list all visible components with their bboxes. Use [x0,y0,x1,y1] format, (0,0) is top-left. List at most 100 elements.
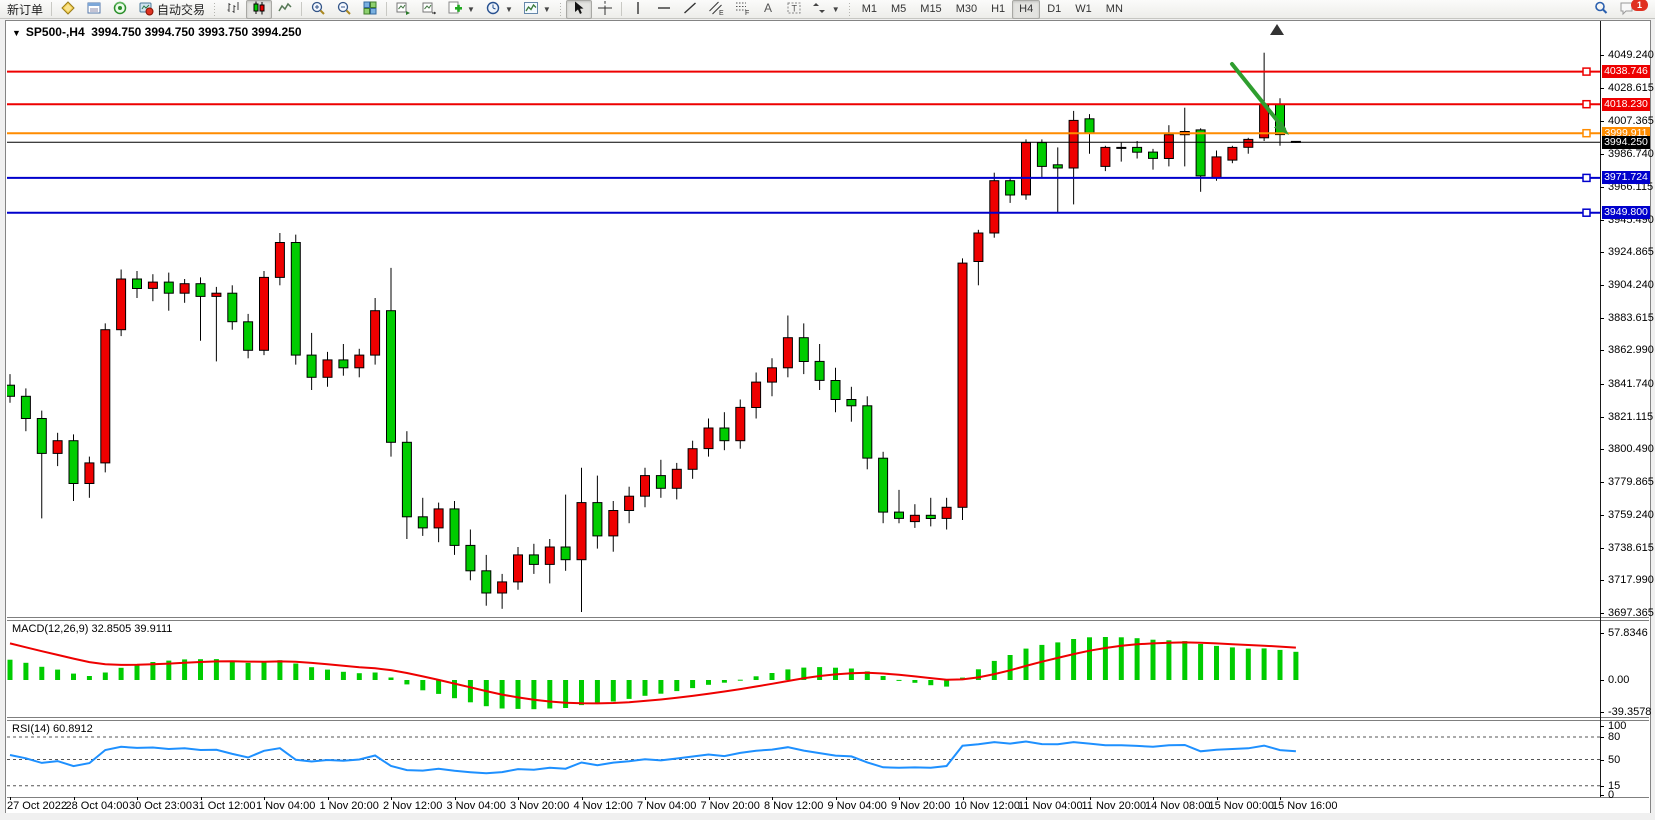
axis-tick-mark [1600,613,1604,614]
toolbar-separator [386,2,388,16]
price-axis-tick: 4007.365 [1608,115,1654,128]
arrows-button[interactable]: ▼ [807,0,845,19]
zoom-out-button[interactable] [331,0,357,19]
candle [1243,138,1254,148]
candle [846,399,857,407]
macd-histogram-bar [610,680,616,702]
text-button[interactable]: A [755,0,781,19]
candle [417,516,428,529]
candle [1100,146,1111,167]
candle [354,354,365,369]
candle [1148,151,1158,159]
trendline-button[interactable] [677,0,703,19]
price-axis-tick: 3904.240 [1608,278,1654,291]
macd-histogram-bar [1261,648,1267,680]
trendline-icon [682,0,698,19]
macd-histogram-bar [817,667,823,680]
level-price-label: 3949.800 [1602,206,1650,220]
candlestick-chart-button[interactable] [246,0,273,19]
macd-histogram-bar [594,680,600,704]
line-handle-marker[interactable] [1582,99,1591,109]
time-axis[interactable]: 27 Oct 2022 28 Oct 04:00 30 Oct 23:00 31 Oc… [7,797,1600,812]
zoom-in-button[interactable] [305,0,331,19]
time-axis-tick-mark [264,797,265,800]
tf-button-m30[interactable]: M30 [949,0,984,19]
tf-label: M5 [891,3,907,15]
trend-arrow-annotation[interactable] [1230,62,1286,131]
equidistant-channel-button[interactable]: E [703,0,729,19]
line-handle-marker[interactable] [1582,67,1591,76]
price-axis-tick: 3986.740 [1608,148,1654,161]
clock-icon [485,0,501,19]
fibonacci-button[interactable]: F [729,0,755,19]
tile-windows-button[interactable] [357,0,383,19]
templates-button[interactable]: ▼ [518,0,556,19]
new-order-label: 新订单 [7,2,44,17]
candle [544,546,555,565]
one-click-trading-caret-icon[interactable]: ▼ [12,28,21,38]
time-axis-label: 2 Nov 12:00 [383,800,443,812]
candle [989,180,1000,234]
candle [227,292,238,323]
line-chart-button[interactable] [272,0,298,19]
line-handle-marker[interactable] [1582,128,1591,138]
periods-button[interactable]: ▼ [480,0,518,19]
macd-histogram-bar [864,671,870,680]
data-window-button[interactable] [81,0,107,19]
bar-chart-button[interactable] [220,0,246,19]
macd-histogram-bar [706,680,711,685]
pane-splitter[interactable] [7,717,1649,721]
crosshair-button[interactable] [592,0,618,19]
horizontal-line-button[interactable] [651,0,677,19]
strategy-tester-button[interactable] [107,0,133,19]
auto-trading-button[interactable]: 自动交易 [133,0,210,19]
cursor-button[interactable] [565,0,592,19]
candle [655,475,666,489]
tf-button-mn[interactable]: MN [1099,0,1130,19]
new-order-button[interactable]: 新订单 [2,0,48,19]
line-handle-marker[interactable] [1582,208,1591,217]
pane-splitter[interactable] [7,617,1649,621]
candle [782,337,793,369]
candle [1005,180,1016,196]
time-axis-tick-mark [835,797,837,800]
candle [925,514,936,519]
macd-histogram-bar [944,680,950,687]
tf-button-w1[interactable]: W1 [1068,0,1099,19]
macd-histogram-bar [7,659,13,680]
macd-histogram-bar [531,680,537,710]
chart-shift-button[interactable] [416,0,442,19]
macd-histogram-bar [515,680,521,709]
candle [1211,156,1222,178]
tf-button-d1[interactable]: D1 [1040,0,1068,19]
macd-histogram-bar [261,662,267,680]
rsi-axis-tick: 50 [1608,753,1621,766]
candle [274,242,285,278]
chart-symbol-period: SP500-,H4 [25,25,85,39]
tf-button-m15[interactable]: M15 [913,0,948,19]
macd-histogram-bar [182,659,188,680]
chart-shift-marker-icon[interactable] [1270,24,1284,35]
vertical-line-button[interactable] [625,0,651,19]
search-button[interactable] [1588,0,1614,19]
rsi-line [9,740,1296,775]
macd-axis-tick: 57.8346 [1608,626,1648,639]
tf-button-m1[interactable]: M1 [855,0,884,19]
tf-button-h1[interactable]: H1 [984,0,1012,19]
dropdown-caret-icon: ▼ [467,4,475,14]
tf-button-m5[interactable]: M5 [884,0,913,19]
notifications-button[interactable]: 1 [1614,0,1653,19]
add-indicator-button[interactable]: ▼ [442,0,480,19]
auto-scroll-button[interactable] [390,0,416,19]
candle [1021,142,1031,196]
main-price-pane[interactable] [7,21,1600,617]
price-axis[interactable]: 4049.240 4028.615 4007.365 3986.740 3966.115… [1600,21,1654,801]
notification-badge: 1 [1631,0,1648,11]
macd-pane[interactable] [7,621,1600,717]
market-watch-button[interactable] [55,0,81,19]
line-handle-marker[interactable] [1582,173,1591,183]
tf-button-h4[interactable]: H4 [1012,0,1041,19]
text-label-button[interactable]: T [781,0,807,19]
time-axis-tick-mark [1280,797,1281,800]
rsi-pane[interactable] [7,721,1600,797]
